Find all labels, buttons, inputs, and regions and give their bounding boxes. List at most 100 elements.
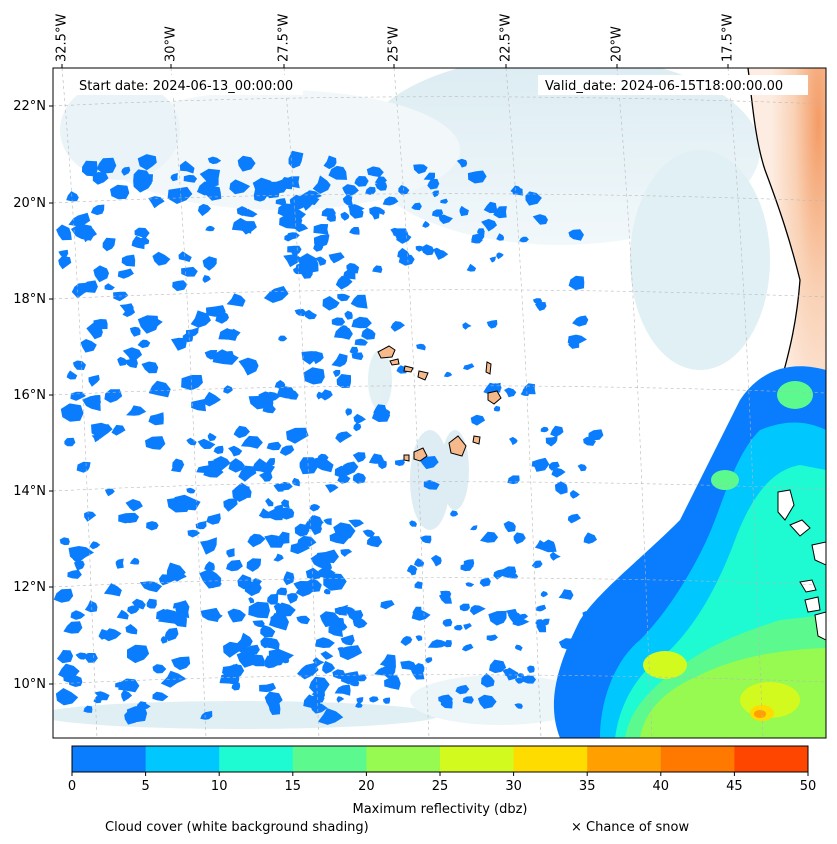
precip-cell	[152, 664, 167, 674]
precip-cell	[207, 156, 222, 165]
precip-cell	[450, 510, 459, 517]
precip-cell	[137, 154, 157, 171]
precip-cell	[266, 441, 282, 451]
precip-cell	[463, 623, 472, 630]
precip-cell	[185, 327, 199, 337]
precip-cell	[489, 659, 507, 674]
meridian-line	[61, 68, 98, 738]
precip-cell	[334, 604, 348, 616]
precip-cell	[540, 426, 549, 433]
colorbar-tick-label: 35	[579, 779, 596, 794]
precip-cell	[536, 622, 547, 633]
precip-cell	[325, 484, 339, 493]
precip-cell	[248, 597, 255, 604]
precip-cell	[292, 222, 309, 233]
precip-cell	[493, 569, 504, 580]
precip-cell	[199, 568, 222, 589]
precip-cell	[265, 458, 275, 467]
precip-cell	[390, 321, 405, 332]
precip-cell	[368, 453, 384, 464]
precip-cell	[133, 169, 151, 182]
precip-cell	[286, 427, 309, 444]
precip-cell	[459, 205, 469, 217]
precip-cell	[346, 610, 364, 621]
precip-cell	[477, 228, 485, 235]
precip-cell	[310, 553, 331, 571]
precip-cell	[233, 425, 250, 439]
precip-cell	[58, 249, 69, 258]
precip-cell	[558, 589, 574, 600]
map-frame	[52, 67, 827, 739]
precip-cell	[202, 391, 221, 407]
precip-light-field	[53, 150, 604, 725]
precip-cell	[276, 386, 295, 400]
precip-cell	[213, 445, 224, 454]
precip-cell	[262, 404, 276, 414]
precip-cell	[438, 214, 453, 224]
precip-cell	[467, 170, 487, 184]
precip-cell	[200, 710, 213, 720]
precip-cell	[462, 322, 472, 330]
precip-cell	[171, 570, 187, 582]
precip-cell	[395, 459, 405, 466]
precip-cell	[349, 346, 359, 355]
precip-cell	[312, 657, 325, 668]
precip-cell	[258, 391, 276, 406]
precip-cell	[258, 508, 273, 519]
precip-cell	[550, 425, 564, 437]
longitude-tick-label: 20°W	[610, 26, 625, 62]
precip-cell	[118, 513, 137, 524]
precip-cell	[53, 588, 74, 603]
precip-cell	[76, 461, 91, 473]
precip-patch-e	[711, 470, 739, 490]
precip-cell	[491, 383, 502, 392]
colorbar-tick-label: 50	[800, 779, 817, 794]
precip-cell	[237, 155, 256, 172]
precip-cell	[454, 624, 463, 631]
precip-cell	[337, 293, 351, 302]
precip-cell	[340, 211, 350, 221]
precip-cell	[312, 175, 331, 194]
precip-cell	[122, 347, 143, 364]
precip-cell	[259, 472, 273, 482]
precip-cell	[169, 498, 185, 510]
longitude-tick-label: 17.5°W	[721, 14, 736, 62]
precip-cell	[545, 436, 558, 447]
precip-cell	[124, 710, 137, 725]
precip-cell	[113, 291, 129, 302]
precip-cell	[170, 337, 187, 351]
precip-cell	[207, 432, 217, 442]
precip-cell	[200, 537, 217, 555]
precip-cell	[331, 353, 348, 367]
latitude-tick-label: 14°N	[13, 484, 46, 499]
latitude-tick-label: 18°N	[13, 292, 46, 307]
precip-cell	[354, 176, 369, 187]
precip-cell	[58, 663, 80, 679]
precip-cell	[72, 360, 86, 370]
precip-cell	[414, 581, 423, 589]
precip-cell	[361, 327, 376, 340]
precip-cell	[418, 456, 439, 470]
precip-cell	[80, 339, 97, 353]
meridian-line	[170, 68, 207, 738]
precip-cell	[362, 529, 375, 538]
precip-cell	[259, 682, 277, 693]
precip-cell	[366, 536, 383, 548]
precip-cell	[500, 566, 517, 578]
precip-cell	[334, 684, 351, 696]
precip-cell	[349, 227, 360, 235]
precip-cell	[303, 367, 325, 385]
parallel-line	[53, 193, 826, 204]
longitude-tick-label: 32.5°W	[55, 14, 70, 62]
precip-cell	[353, 413, 366, 424]
precip-cell	[238, 465, 257, 482]
precip-cell	[390, 227, 399, 236]
precip-cell	[294, 309, 307, 317]
precip-cell	[461, 643, 474, 652]
precip-cell	[568, 229, 584, 241]
precip-cell	[265, 497, 274, 507]
precip-cell	[583, 532, 597, 544]
precip-cell	[504, 387, 517, 398]
precip-cell	[567, 334, 587, 345]
